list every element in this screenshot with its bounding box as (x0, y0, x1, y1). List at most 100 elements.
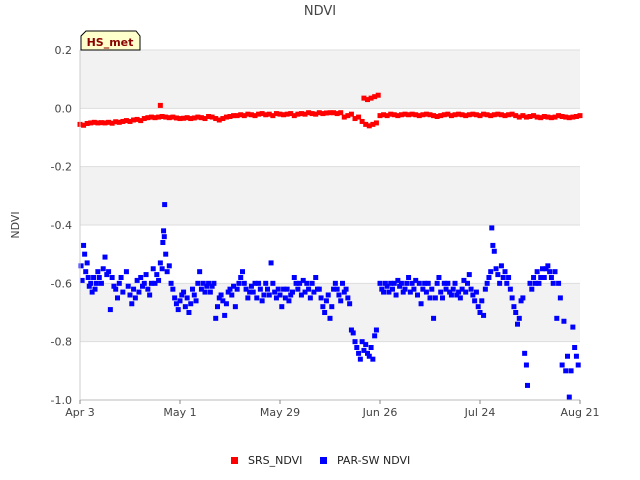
par-sw-ndvi-point (377, 280, 383, 286)
par-sw-ndvi-point (132, 295, 138, 301)
par-sw-ndvi-point (170, 286, 176, 292)
srs-ndvi-point (84, 121, 90, 126)
srs-ndvi-point (223, 114, 229, 120)
srs-ndvi-point (484, 112, 490, 118)
srs-ndvi-point (152, 115, 158, 121)
par-sw-ndvi-point (291, 275, 297, 280)
srs-ndvi-point (402, 111, 408, 117)
par-sw-ndvi-point (495, 272, 501, 278)
srs-ndvi-point (256, 111, 262, 117)
par-sw-ndvi-point (120, 289, 126, 295)
x-tick-label: Aug 21 (561, 406, 600, 419)
par-sw-ndvi-point (336, 292, 342, 298)
par-sw-ndvi-point (138, 275, 144, 280)
srs-ndvi-point (141, 116, 147, 122)
srs-ndvi-point (520, 113, 526, 119)
srs-ndvi-point (273, 111, 279, 117)
par-sw-ndvi-point (518, 298, 524, 304)
par-sw-ndvi-point (166, 263, 172, 269)
par-sw-ndvi-point (91, 275, 97, 280)
par-sw-ndvi-point (484, 280, 490, 286)
par-sw-ndvi-point (477, 310, 483, 315)
par-sw-ndvi-point (238, 275, 244, 280)
plot-background (80, 50, 580, 400)
par-sw-ndvi-point (193, 298, 199, 304)
par-sw-ndvi-point (160, 240, 166, 245)
par-sw-ndvi-point (279, 304, 285, 310)
srs-ndvi-point (173, 115, 179, 121)
srs-ndvi-point (331, 110, 337, 116)
par-sw-ndvi-point (402, 286, 408, 292)
par-sw-ndvi-point (422, 280, 428, 286)
par-sw-ndvi-point (557, 295, 563, 301)
srs-ndvi-point (534, 114, 540, 120)
par-sw-ndvi-point (331, 286, 337, 292)
plot-band (80, 50, 580, 109)
par-sw-ndvi-point (143, 272, 149, 278)
srs-ndvi-point (231, 113, 237, 119)
par-sw-ndvi-point (411, 286, 417, 292)
par-sw-ndvi-point (554, 315, 560, 321)
srs-ndvi-point (320, 111, 326, 117)
par-sw-ndvi-point (265, 286, 270, 292)
par-sw-ndvi-point (490, 242, 496, 248)
par-sw-ndvi-point (216, 295, 222, 301)
y-tick-label: -0.6 (51, 277, 72, 290)
par-sw-ndvi-point (268, 260, 274, 266)
par-sw-ndvi-point (418, 301, 424, 307)
par-sw-ndvi-point (536, 280, 542, 286)
srs-ndvi-point (234, 113, 240, 119)
par-sw-ndvi-point (397, 283, 403, 289)
par-sw-ndvi-point (456, 289, 462, 295)
par-sw-ndvi-point (288, 292, 294, 298)
srs-ndvi-point (220, 116, 226, 122)
par-sw-ndvi-point (498, 263, 504, 269)
srs-ndvi-point (363, 121, 369, 127)
x-tick-label: May 29 (260, 406, 300, 419)
par-sw-ndvi-point (416, 280, 422, 286)
par-sw-ndvi-point (534, 269, 540, 275)
srs-ndvi-point (313, 111, 319, 117)
par-sw-ndvi-point (529, 286, 535, 292)
srs-ndvi-point (102, 120, 108, 126)
par-sw-ndvi-point (234, 286, 240, 292)
site-label: HS_met (87, 36, 134, 49)
par-sw-ndvi-point (568, 368, 574, 374)
par-sw-ndvi-point (388, 280, 394, 286)
par-sw-ndvi-point (184, 295, 190, 301)
plot-band (80, 341, 580, 400)
par-sw-ndvi-point (113, 286, 119, 292)
par-sw-ndvi-point (502, 269, 508, 275)
par-sw-ndvi-point (448, 292, 454, 298)
par-sw-ndvi-point (334, 286, 340, 292)
srs-ndvi-point (445, 111, 451, 117)
par-sw-ndvi-point (232, 304, 238, 310)
par-sw-ndvi-point (436, 275, 442, 280)
par-sw-ndvi-point (372, 333, 378, 339)
par-sw-ndvi-point (559, 362, 565, 368)
par-sw-ndvi-point (98, 280, 104, 286)
par-sw-ndvi-point (161, 228, 167, 234)
legend-label-srs-ndvi: SRS_NDVI (248, 454, 302, 467)
par-sw-ndvi-point (198, 286, 204, 292)
par-sw-ndvi-point (425, 280, 431, 286)
par-sw-ndvi-point (111, 283, 117, 289)
par-sw-ndvi-point (300, 277, 306, 283)
srs-ndvi-point (495, 111, 501, 117)
par-sw-ndvi-point (218, 292, 224, 298)
srs-ndvi-point (106, 119, 112, 125)
srs-ndvi-point (277, 111, 283, 117)
srs-ndvi-point (527, 114, 533, 119)
y-tick-label: 0.2 (55, 44, 73, 57)
par-sw-ndvi-point (561, 318, 567, 324)
srs-ndvi-point (566, 115, 572, 121)
srs-ndvi-point (263, 112, 269, 118)
srs-ndvi-point (134, 116, 140, 122)
srs-ndvi-point (481, 111, 487, 117)
srs-ndvi-point (306, 110, 312, 116)
par-sw-ndvi-point (307, 295, 313, 301)
par-sw-ndvi-point (172, 295, 178, 301)
srs-ndvi-point (327, 110, 333, 116)
par-sw-ndvi-point (472, 298, 478, 304)
par-sw-ndvi-point (423, 289, 429, 295)
